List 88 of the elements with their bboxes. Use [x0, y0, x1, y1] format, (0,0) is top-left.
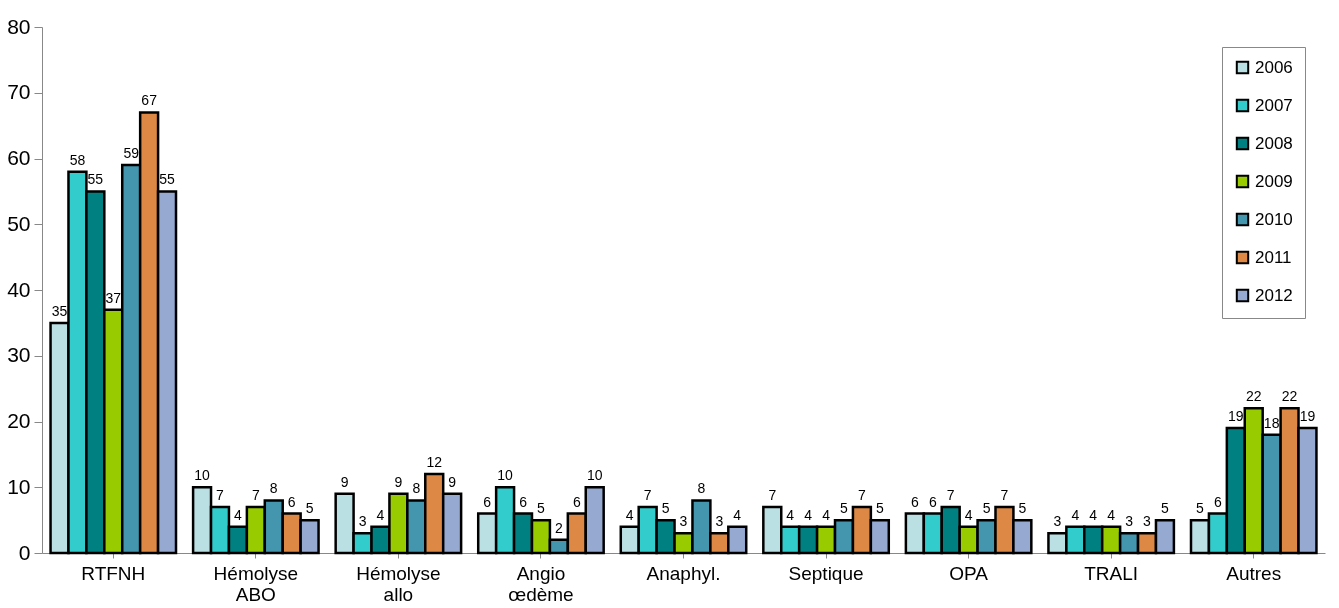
data-label: 7 — [216, 486, 225, 503]
legend-label: 2009 — [1255, 171, 1293, 191]
data-label: 3 — [1125, 513, 1134, 530]
data-label: 3 — [715, 513, 724, 530]
data-label: 22 — [1245, 388, 1262, 405]
x-tick-label: Anaphyl. — [646, 562, 721, 584]
data-label: 5 — [1161, 500, 1170, 517]
y-tick-label: 10 — [7, 474, 31, 498]
data-label: 5 — [305, 500, 314, 517]
data-label: 3 — [358, 513, 367, 530]
data-label: 37 — [105, 289, 122, 306]
data-label: 4 — [786, 506, 795, 523]
data-label: 10 — [586, 467, 603, 484]
y-tick-label: 40 — [7, 277, 31, 301]
data-label: 4 — [733, 506, 742, 523]
data-label: 35 — [51, 302, 68, 319]
data-label: 6 — [572, 493, 581, 510]
data-label: 5 — [840, 500, 849, 517]
data-label: 5 — [1196, 500, 1205, 517]
x-tick-label: RTFNH — [81, 562, 146, 584]
data-label: 9 — [448, 473, 457, 490]
legend-label: 2010 — [1255, 209, 1293, 229]
y-tick-label: 80 — [7, 14, 31, 38]
data-label: 12 — [426, 454, 443, 471]
data-label: 3 — [1143, 513, 1152, 530]
data-label: 4 — [964, 506, 973, 523]
data-label: 7 — [643, 486, 652, 503]
y-tick-label: 50 — [7, 211, 31, 235]
data-label: 10 — [194, 467, 211, 484]
data-label: 4 — [822, 506, 831, 523]
data-label: 19 — [1299, 408, 1316, 425]
data-label: 5 — [1018, 500, 1027, 517]
data-label: 10 — [497, 467, 514, 484]
data-label: 7 — [768, 486, 777, 503]
data-label: 59 — [123, 145, 140, 162]
data-label: 7 — [946, 486, 955, 503]
data-label: 6 — [910, 493, 919, 510]
data-label: 6 — [928, 493, 937, 510]
data-label: 9 — [340, 473, 349, 490]
data-label: 6 — [1213, 493, 1222, 510]
data-label: 4 — [625, 506, 634, 523]
data-label: 3 — [1053, 513, 1062, 530]
data-label: 6 — [519, 493, 528, 510]
x-tick-label: Angio œdème — [508, 562, 574, 605]
x-tick-label: OPA — [949, 562, 989, 584]
data-label: 5 — [875, 500, 884, 517]
data-label: 7 — [858, 486, 866, 503]
data-label: 5 — [537, 500, 546, 517]
data-label: 55 — [87, 171, 104, 188]
data-label: 9 — [394, 473, 403, 490]
data-label: 58 — [69, 151, 86, 168]
y-tick-label: 60 — [7, 146, 31, 169]
legend-label: 2012 — [1255, 285, 1293, 305]
data-label: 4 — [804, 506, 813, 523]
legend-label: 2007 — [1255, 95, 1293, 115]
data-label: 55 — [159, 171, 176, 188]
x-tick-label: Hémolyse ABO — [213, 562, 299, 605]
data-label: 5 — [661, 500, 670, 517]
data-label: 4 — [234, 506, 243, 523]
x-tick-label: Hémolyse allo — [356, 562, 441, 605]
x-tick-label: TRALI — [1084, 562, 1139, 584]
y-tick-label: 20 — [7, 409, 31, 432]
data-label: 6 — [483, 493, 492, 510]
data-label: 6 — [287, 493, 296, 510]
data-label: 19 — [1228, 408, 1244, 425]
data-label: 67 — [141, 92, 158, 109]
data-label: 7 — [251, 486, 260, 503]
data-label: 18 — [1263, 414, 1280, 431]
data-label: 5 — [982, 500, 991, 517]
data-label: 8 — [412, 480, 421, 497]
y-tick-label: 30 — [7, 343, 31, 367]
x-tick-label: Autres — [1226, 562, 1282, 584]
data-label: 7 — [1000, 486, 1009, 503]
data-label: 4 — [376, 506, 385, 523]
data-label: 22 — [1281, 388, 1298, 405]
data-label: 8 — [269, 480, 278, 497]
y-tick-label: 0 — [18, 540, 31, 564]
legend-label: 2008 — [1255, 133, 1293, 153]
y-tick-label: 70 — [7, 80, 31, 104]
data-label: 8 — [697, 480, 706, 497]
data-label: 4 — [1107, 506, 1116, 523]
legend-label: 2011 — [1255, 247, 1292, 267]
data-label: 4 — [1071, 506, 1080, 523]
x-tick-label: Septique — [788, 562, 864, 584]
data-label: 4 — [1089, 506, 1098, 523]
data-label: 3 — [679, 513, 688, 530]
legend-label: 2006 — [1255, 57, 1293, 77]
data-label: 2 — [554, 519, 563, 536]
